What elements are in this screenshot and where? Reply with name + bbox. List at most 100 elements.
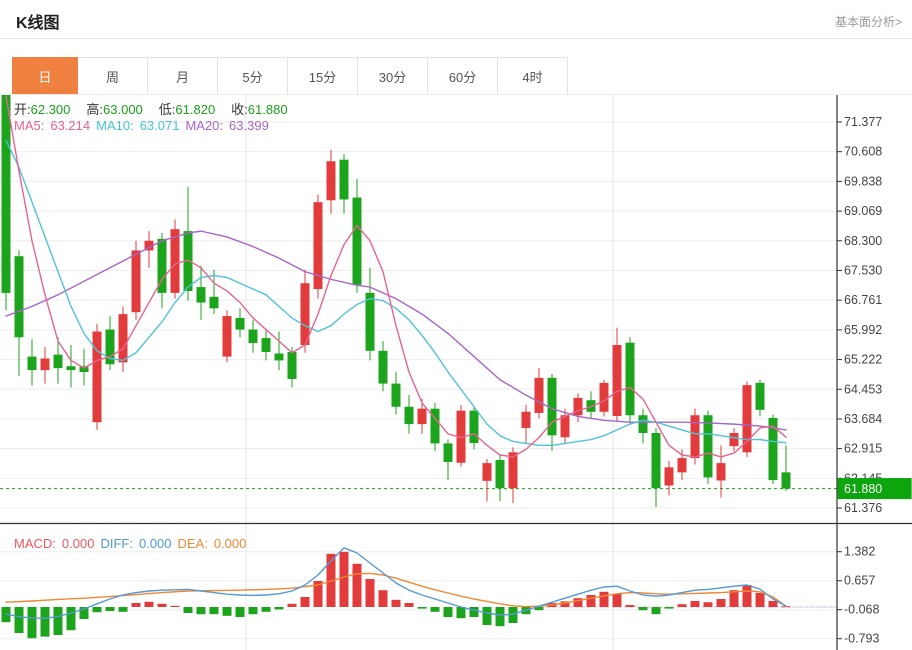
candle-body (482, 463, 492, 481)
candle-body (638, 415, 648, 434)
tab-60min[interactable]: 60分 (428, 57, 498, 95)
macd-histogram-bar (14, 607, 24, 633)
candle-body (144, 240, 154, 251)
candle-body (209, 296, 219, 309)
macd-histogram-bar (339, 551, 349, 607)
macd-histogram-bar (560, 601, 570, 607)
macd-histogram-bar (118, 607, 128, 612)
tab-bar-underline (0, 94, 912, 95)
macd-histogram-bar (625, 605, 635, 607)
macd-histogram-bar (417, 607, 427, 609)
candle-body (703, 415, 713, 478)
candle-body (534, 377, 544, 413)
macd-histogram-bar (716, 599, 726, 607)
price-axis-label: 71.377 (844, 115, 882, 129)
macd-histogram-bar (482, 607, 492, 625)
candle-body (170, 229, 180, 293)
fundamental-analysis-link[interactable]: 基本面分析> (834, 15, 902, 29)
ma5-line (5, 95, 787, 458)
price-axis-label: 67.530 (844, 263, 882, 277)
candle-body (235, 317, 245, 330)
candle-body (664, 467, 674, 486)
macd-histogram-bar (703, 602, 713, 607)
candle-body (716, 463, 726, 481)
tab-15min[interactable]: 15分 (288, 57, 358, 95)
chart-area: 71.377 70.608 69.838 69.069 68.300 67.530 66.7… (0, 95, 912, 650)
macd-histogram-bar (690, 601, 700, 607)
candle-body (248, 329, 258, 344)
candle-body (287, 351, 297, 379)
candle-body (365, 292, 375, 351)
macd-histogram-bar (209, 607, 219, 615)
price-axis-label: 68.300 (844, 234, 882, 248)
tab-month[interactable]: 月 (148, 57, 218, 95)
macd-histogram-bar (443, 607, 453, 617)
candle-body (157, 238, 167, 293)
candle-body (92, 331, 102, 423)
candle-body (599, 382, 609, 412)
macd-axis-label: -0.793 (844, 632, 879, 646)
price-axis-label: 65.992 (844, 323, 882, 337)
current-price-badge (837, 478, 912, 500)
candle-body (326, 161, 336, 201)
macd-histogram-bar (508, 607, 518, 623)
candle-body (53, 354, 63, 369)
candle-body (1, 95, 11, 293)
macd-histogram-bar (391, 599, 401, 607)
candle-body (14, 256, 24, 338)
macd-histogram-bar (456, 607, 466, 619)
macd-histogram-bar (664, 607, 674, 609)
tab-4hour[interactable]: 4时 (498, 57, 568, 95)
tab-30min[interactable]: 30分 (358, 57, 428, 95)
macd-histogram-bar (144, 601, 154, 607)
candle-body (404, 406, 414, 425)
price-axis-label: 61.376 (844, 501, 882, 515)
macd-histogram-bar (183, 607, 193, 613)
macd-histogram-bar (222, 607, 232, 616)
macd-axis-label: 1.382 (844, 545, 875, 559)
macd-histogram-bar (131, 603, 141, 607)
candle-body (183, 231, 193, 291)
price-axis-label: 66.761 (844, 293, 882, 307)
price-axis-label: 69.069 (844, 204, 882, 218)
candle-body (677, 458, 687, 473)
macd-histogram-bar (313, 581, 323, 607)
candle-body (586, 400, 596, 412)
candle-body (508, 452, 518, 489)
macd-histogram-bar (261, 607, 271, 612)
candle-body (352, 197, 362, 285)
macd-histogram-bar (755, 593, 765, 607)
macd-histogram-bar (534, 607, 544, 611)
kline-macd-chart[interactable]: 71.377 70.608 69.838 69.069 68.300 67.530 66.7… (0, 95, 912, 650)
candle-body (625, 342, 635, 416)
candle-body (105, 329, 115, 365)
candle-body (651, 433, 661, 489)
macd-histogram-bar (40, 607, 50, 637)
macd-histogram-bar (742, 585, 752, 607)
candle-body (261, 338, 271, 352)
macd-histogram-bar (105, 607, 115, 611)
candle-body (222, 316, 232, 357)
candle-body (378, 350, 388, 384)
tab-week[interactable]: 周 (78, 57, 148, 95)
macd-histogram-bar (53, 607, 63, 635)
candle-body (430, 408, 440, 444)
candle-body (118, 314, 128, 363)
price-axis-label: 64.453 (844, 382, 882, 396)
macd-histogram-bar (651, 607, 661, 615)
candle-body (690, 415, 700, 459)
candle-body (781, 472, 791, 489)
candle-body (300, 283, 310, 345)
macd-histogram-bar (768, 601, 778, 607)
candle-body (755, 382, 765, 410)
macd-histogram-bar (430, 607, 440, 612)
tab-5min[interactable]: 5分 (218, 57, 288, 95)
macd-histogram-bar (27, 607, 37, 639)
macd-axis-label: 0.657 (844, 574, 875, 588)
page-header: K线图 基本面分析> (0, 0, 912, 39)
macd-histogram-bar (378, 590, 388, 607)
macd-histogram-bar (638, 607, 648, 611)
candle-body (274, 353, 284, 361)
current-price-badge-label: 61.880 (844, 482, 882, 496)
tab-day[interactable]: 日 (12, 57, 78, 95)
